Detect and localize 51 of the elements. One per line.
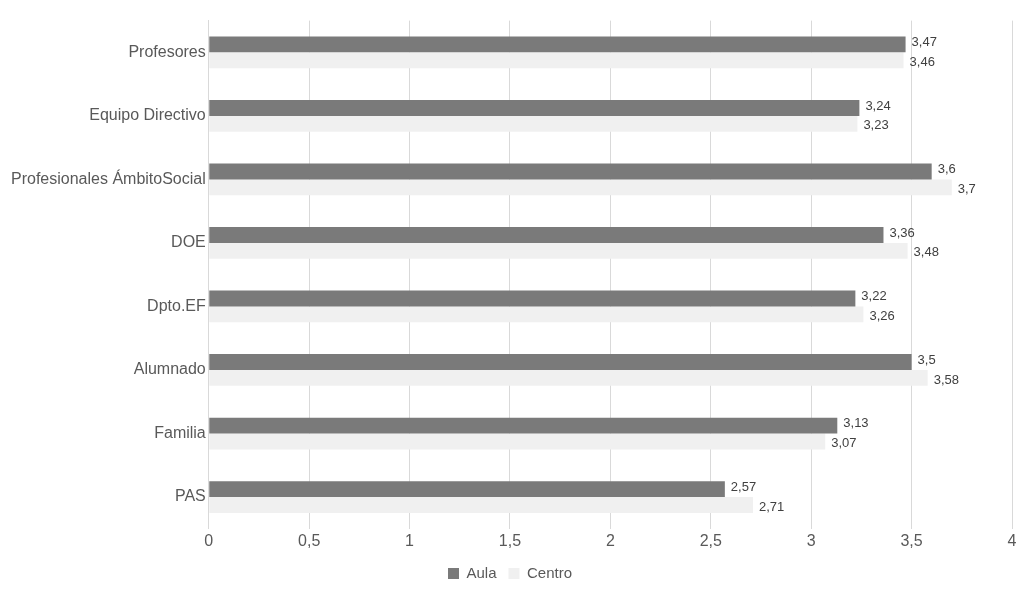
data-label: 2,57 bbox=[730, 478, 757, 494]
y-tick-label: PAS bbox=[174, 487, 206, 505]
data-label: 3,13 bbox=[843, 415, 869, 431]
data-label: 3,46 bbox=[909, 53, 935, 69]
data-label: 3,36 bbox=[889, 224, 915, 240]
bar bbox=[209, 227, 884, 243]
bar bbox=[209, 417, 838, 434]
data-label: 3,58 bbox=[933, 371, 959, 387]
legend-label: Aula bbox=[466, 563, 498, 581]
x-tick-label: 2 bbox=[605, 531, 615, 549]
data-label: 3,22 bbox=[861, 288, 887, 304]
y-tick-label: Alumnado bbox=[133, 360, 206, 378]
y-tick-label: Dpto.EF bbox=[147, 296, 206, 314]
bar bbox=[209, 36, 906, 53]
x-tick-label: 1 bbox=[405, 531, 415, 549]
data-label: 3,47 bbox=[911, 34, 937, 49]
y-tick-label: Equipo Directivo bbox=[89, 106, 206, 124]
legend-label: Centro bbox=[527, 563, 573, 581]
x-tick-label: 4 bbox=[1007, 531, 1017, 549]
x-tick-label: 2,5 bbox=[699, 531, 723, 549]
x-tick-label: 0,5 bbox=[298, 531, 321, 549]
x-tick-label: 3,5 bbox=[900, 531, 923, 549]
bar bbox=[209, 369, 928, 386]
x-tick-label: 1,5 bbox=[498, 531, 522, 549]
bar bbox=[209, 290, 856, 307]
y-tick-label: Profesores bbox=[128, 42, 206, 60]
data-label: 3,26 bbox=[869, 307, 895, 323]
bar bbox=[209, 100, 860, 116]
data-label: 3,5 bbox=[917, 351, 936, 367]
bar bbox=[209, 242, 908, 259]
bar bbox=[209, 433, 826, 450]
data-label: 3,23 bbox=[863, 117, 889, 133]
y-tick-label: Profesionales ÁmbitoSocial bbox=[11, 168, 206, 187]
y-tick-label: DOE bbox=[171, 233, 206, 251]
data-label: 3,24 bbox=[865, 97, 891, 113]
data-label: 3,48 bbox=[913, 244, 939, 260]
y-tick-label: Familia bbox=[154, 423, 206, 441]
data-label: 2,71 bbox=[758, 498, 785, 514]
bar bbox=[209, 306, 864, 323]
bar bbox=[209, 179, 952, 196]
bar bbox=[209, 115, 858, 132]
bar bbox=[209, 354, 912, 370]
data-label: 3,7 bbox=[957, 180, 976, 196]
bar bbox=[209, 163, 932, 180]
bar bbox=[209, 52, 904, 69]
data-label: 3,07 bbox=[831, 435, 857, 451]
x-tick-label: 0 bbox=[204, 531, 214, 549]
data-label: 3,6 bbox=[937, 161, 956, 177]
bar bbox=[209, 481, 725, 498]
bar bbox=[209, 497, 753, 513]
x-tick-label: 3 bbox=[806, 531, 816, 549]
